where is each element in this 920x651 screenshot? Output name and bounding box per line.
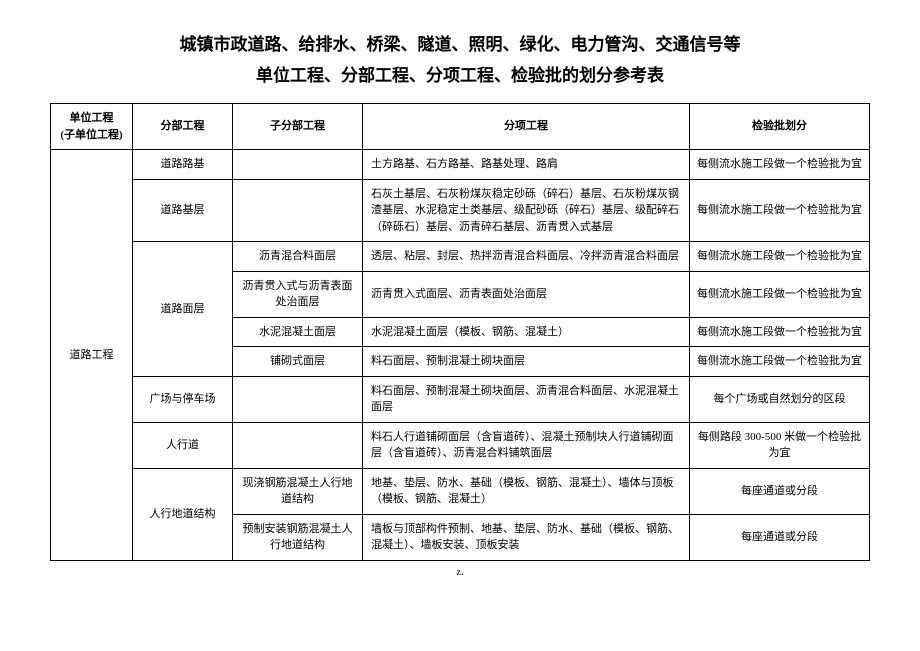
fbgc-cell: 人行道 [133, 422, 233, 468]
header-fbgc: 分部工程 [133, 104, 233, 150]
zfb-cell [233, 422, 363, 468]
zfb-cell: 铺砌式面层 [233, 347, 363, 377]
table-row: 人行道 料石人行道铺砌面层（含盲道砖）、混凝土预制块人行道铺砌面层（含盲道砖）、… [51, 422, 870, 468]
zfb-cell [233, 150, 363, 180]
fbgc-cell: 道路路基 [133, 150, 233, 180]
title-block: 城镇市政道路、给排水、桥梁、隧道、照明、绿化、电力管沟、交通信号等 单位工程、分… [50, 30, 870, 91]
zfb-cell [233, 376, 363, 422]
fxgc-cell: 水泥混凝土面层（模板、钢筋、混凝土） [363, 317, 690, 347]
title-line-2: 单位工程、分部工程、分项工程、检验批的划分参考表 [50, 61, 870, 92]
zfb-cell: 水泥混凝土面层 [233, 317, 363, 347]
jyp-cell: 每侧流水施工段做一个检验批为宜 [690, 271, 870, 317]
fbgc-cell: 道路基层 [133, 179, 233, 242]
fbgc-cell: 人行地道结构 [133, 468, 233, 560]
title-line-1: 城镇市政道路、给排水、桥梁、隧道、照明、绿化、电力管沟、交通信号等 [50, 30, 870, 61]
fxgc-cell: 料石面层、预制混凝土砌块面层、沥青混合料面层、水泥混凝土面层 [363, 376, 690, 422]
footer-marker: z. [50, 567, 870, 578]
fxgc-cell: 透层、粘层、封层、热拌沥青混合料面层、冷拌沥青混合料面层 [363, 242, 690, 272]
jyp-cell: 每侧流水施工段做一个检验批为宜 [690, 242, 870, 272]
zfb-cell: 沥青混合料面层 [233, 242, 363, 272]
jyp-cell: 每侧流水施工段做一个检验批为宜 [690, 179, 870, 242]
table-row: 道路基层 石灰土基层、石灰粉煤灰稳定砂砾（碎石）基层、石灰粉煤灰钢渣基层、水泥稳… [51, 179, 870, 242]
table-row: 广场与停车场 料石面层、预制混凝土砌块面层、沥青混合料面层、水泥混凝土面层 每个… [51, 376, 870, 422]
zfb-cell [233, 179, 363, 242]
table-body: 道路工程 道路路基 土方路基、石方路基、路基处理、路肩 每侧流水施工段做一个检验… [51, 150, 870, 561]
zfb-cell: 现浇钢筋混凝土人行地道结构 [233, 468, 363, 514]
fxgc-cell: 地基、垫层、防水、基础（模板、钢筋、混凝土）、墙体与顶板（模板、钢筋、混凝土） [363, 468, 690, 514]
fxgc-cell: 沥青贯入式面层、沥青表面处治面层 [363, 271, 690, 317]
jyp-cell: 每座通道或分段 [690, 468, 870, 514]
jyp-cell: 每个广场或自然划分的区段 [690, 376, 870, 422]
header-zfb: 子分部工程 [233, 104, 363, 150]
jyp-cell: 每侧路段 300-500 米做一个检验批为宜 [690, 422, 870, 468]
fbgc-cell: 道路面层 [133, 242, 233, 377]
table-row: 道路面层 沥青混合料面层 透层、粘层、封层、热拌沥青混合料面层、冷拌沥青混合料面… [51, 242, 870, 272]
division-table: 单位工程 (子单位工程) 分部工程 子分部工程 分项工程 检验批划分 道路工程 … [50, 103, 870, 561]
unit-project-cell: 道路工程 [51, 150, 133, 561]
zfb-cell: 预制安装钢筋混凝土人行地道结构 [233, 514, 363, 560]
zfb-cell: 沥青贯入式与沥青表面处治面层 [233, 271, 363, 317]
fxgc-cell: 料石面层、预制混凝土砌块面层 [363, 347, 690, 377]
header-unit-project: 单位工程 (子单位工程) [51, 104, 133, 150]
fbgc-cell: 广场与停车场 [133, 376, 233, 422]
fxgc-cell: 土方路基、石方路基、路基处理、路肩 [363, 150, 690, 180]
jyp-cell: 每侧流水施工段做一个检验批为宜 [690, 317, 870, 347]
fxgc-cell: 石灰土基层、石灰粉煤灰稳定砂砾（碎石）基层、石灰粉煤灰钢渣基层、水泥稳定土类基层… [363, 179, 690, 242]
header-jyp: 检验批划分 [690, 104, 870, 150]
header-row: 单位工程 (子单位工程) 分部工程 子分部工程 分项工程 检验批划分 [51, 104, 870, 150]
fxgc-cell: 墙板与顶部构件预制、地基、垫层、防水、基础（模板、钢筋、混凝土）、墙板安装、顶板… [363, 514, 690, 560]
table-row: 人行地道结构 现浇钢筋混凝土人行地道结构 地基、垫层、防水、基础（模板、钢筋、混… [51, 468, 870, 514]
jyp-cell: 每侧流水施工段做一个检验批为宜 [690, 150, 870, 180]
fxgc-cell: 料石人行道铺砌面层（含盲道砖）、混凝土预制块人行道铺砌面层（含盲道砖）、沥青混合… [363, 422, 690, 468]
jyp-cell: 每座通道或分段 [690, 514, 870, 560]
header-fxgc: 分项工程 [363, 104, 690, 150]
table-row: 道路工程 道路路基 土方路基、石方路基、路基处理、路肩 每侧流水施工段做一个检验… [51, 150, 870, 180]
jyp-cell: 每侧流水施工段做一个检验批为宜 [690, 347, 870, 377]
